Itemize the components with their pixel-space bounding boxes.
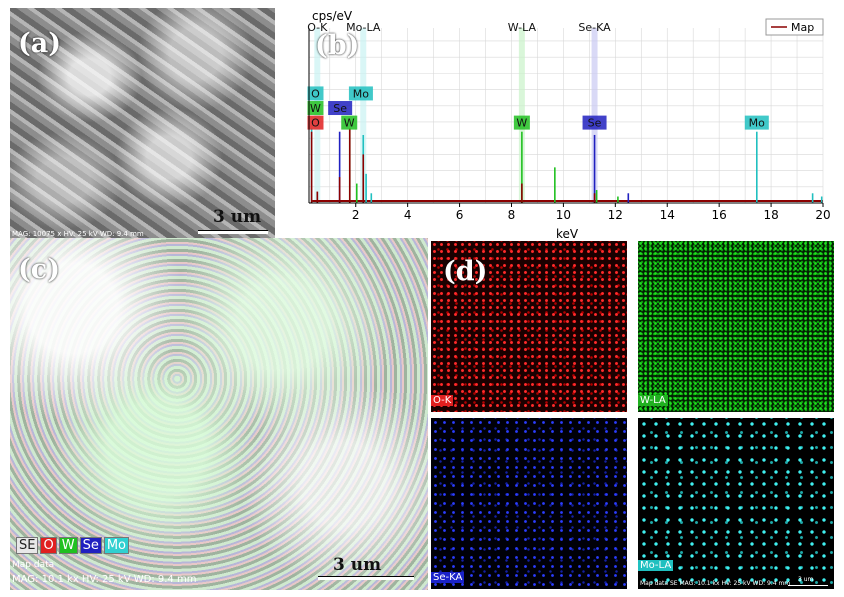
x-tick-label: 18: [763, 208, 778, 222]
x-tick-label: 14: [660, 208, 675, 222]
element-tag-5: Mo: [353, 87, 369, 100]
x-tick-label: 4: [404, 208, 412, 222]
element-tag-7: Se: [588, 117, 602, 130]
eds-spectrum-chart: O-K Mo-LA W-LA Se-KA O W O Se W Mo W Se Mo 2 4 6 8 10 12 14…: [305, 8, 837, 240]
scale-bar-mo: [788, 585, 828, 586]
legend-chip-se-0: SE: [16, 537, 39, 554]
y-axis-label: cps/eV: [312, 9, 353, 23]
x-tick-label: 2: [352, 208, 360, 222]
map-label-o: O-K: [431, 395, 454, 406]
legend-box: [765, 18, 824, 36]
peak-band-3: [591, 28, 598, 203]
x-tick-label: 8: [508, 208, 516, 222]
legend-chip-mo-4: Mo: [103, 537, 129, 554]
element-tag-1: W: [310, 102, 321, 115]
peak-line-label-1: Mo-LA: [346, 21, 381, 34]
element-tag-bg-0: [307, 86, 324, 101]
peak-band-2: [518, 28, 525, 203]
element-tag-bg-5: [348, 86, 373, 101]
panel-label-a: (a): [18, 28, 62, 59]
legend-label-map: Map: [791, 21, 814, 34]
panel-label-c: (c): [18, 254, 60, 285]
panel-label-d: (d): [443, 256, 488, 287]
scale-bar-c: [318, 576, 414, 580]
sem-info-a: MAG: 10075 x HV: 25 kV WD: 9.4 mm: [12, 230, 144, 238]
peak-line-label-2: W-LA: [508, 21, 537, 34]
x-tick-label: 20: [815, 208, 830, 222]
element-tag-4: W: [344, 117, 355, 130]
x-tick-label: 6: [456, 208, 464, 222]
scale-label-a: 3 um: [213, 207, 262, 227]
element-tag-3: Se: [333, 102, 347, 115]
map-label-mo: Mo-LA: [638, 560, 674, 571]
map-mo: Mo-LA Map data SE MAG: 10.1 kx HV: 25 kV…: [638, 418, 834, 589]
element-tag-bg-7: [582, 115, 607, 130]
element-legend: SE O W Se Mo: [16, 534, 131, 554]
element-tag-bg-2: [307, 115, 324, 130]
legend-chip-w-2: W: [58, 537, 78, 554]
map-w: W-LA: [638, 241, 834, 412]
peak-band-0: [314, 28, 321, 203]
legend-chip-se-3: Se: [79, 537, 102, 554]
element-tag-bg-1: [307, 101, 324, 116]
x-axis-label: keV: [556, 227, 579, 240]
element-tag-8: Mo: [749, 117, 765, 130]
element-tag-bg-3: [328, 101, 353, 116]
map-info-line1: Map data: [12, 560, 55, 570]
scale-label-c: 3 um: [333, 555, 382, 575]
peak-line-label-3: Se-KA: [578, 21, 611, 34]
peak-band-1: [360, 28, 367, 203]
map-o: O-K: [431, 241, 627, 412]
eds-overlay-map: (c) SE O W Se Mo Map data MAG: 10.1 kx HV: 2…: [10, 238, 428, 590]
element-tag-bg-4: [341, 115, 358, 130]
scale-bar-a: [198, 230, 268, 234]
element-tag-6: W: [516, 117, 527, 130]
element-tag-bg-6: [513, 115, 530, 130]
x-tick-label: 16: [712, 208, 727, 222]
map-se: Se-KA: [431, 418, 627, 589]
map-info-line2: MAG: 10.1 kx HV: 25 kV WD: 9.4 mm: [12, 574, 197, 585]
legend-chip-o-1: O: [40, 537, 57, 554]
element-tag-0: O: [311, 87, 320, 100]
x-tick-label: 10: [556, 208, 571, 222]
peak-line-label-0: O-K: [307, 21, 328, 34]
map-scale-mo: 3 um: [798, 576, 814, 583]
map-info-mo: Map data SE MAG: 10.1 kx HV: 25 kV WD: 9…: [640, 580, 791, 587]
element-tag-2: O: [311, 117, 320, 130]
map-label-se: Se-KA: [431, 572, 465, 583]
panel-label-b: (b): [315, 30, 360, 61]
sem-image-a: (a) 3 um MAG: 10075 x HV: 25 kV WD: 9.4 …: [10, 8, 275, 238]
x-tick-label: 12: [608, 208, 623, 222]
map-label-w: W-LA: [638, 395, 668, 406]
element-tag-bg-8: [744, 115, 769, 130]
